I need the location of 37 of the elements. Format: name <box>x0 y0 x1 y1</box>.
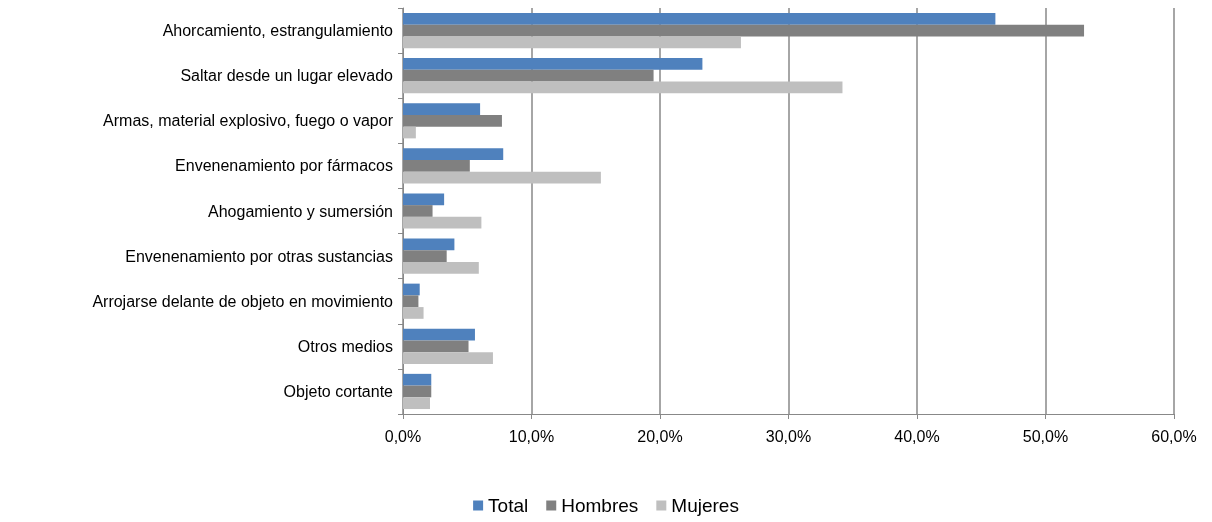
bar <box>403 171 601 184</box>
bar <box>403 397 430 410</box>
legend-label: Mujeres <box>671 495 739 516</box>
legend-label: Total <box>488 495 529 516</box>
x-tick-label: 60,0% <box>1151 427 1197 445</box>
y-tick-label: Arrojarse delante de objeto en movimiento <box>92 292 394 310</box>
y-tick-label: Otros medios <box>297 337 393 355</box>
bar <box>403 261 479 274</box>
y-tick-label: Envenenamiento por fármacos <box>175 157 393 175</box>
bar <box>403 328 475 341</box>
bar <box>403 103 481 115</box>
bar <box>403 373 432 386</box>
bar <box>403 216 482 229</box>
bar <box>403 148 504 161</box>
x-tick-label: 10,0% <box>508 427 555 445</box>
bar <box>403 126 416 139</box>
bar <box>403 238 455 251</box>
x-tick-label: 0,0% <box>384 427 422 445</box>
bar <box>403 12 996 25</box>
y-tick-label: Envenenamiento por otras sustancias <box>125 247 393 265</box>
x-tick-label: 50,0% <box>1022 427 1069 445</box>
bar <box>403 352 493 364</box>
bar <box>403 58 703 70</box>
bar <box>403 193 445 206</box>
bar <box>403 81 843 94</box>
y-tick-label: Ahogamiento y sumersión <box>208 202 393 220</box>
bar <box>403 307 424 319</box>
y-tick-label: Armas, material explosivo, fuego o vapor <box>103 112 394 130</box>
bar <box>403 36 741 49</box>
x-tick-label: 20,0% <box>637 427 683 445</box>
y-tick-label: Objeto cortante <box>283 382 394 400</box>
legend-label: Hombres <box>561 495 639 516</box>
x-tick-label: 40,0% <box>894 427 940 445</box>
bar <box>403 283 420 296</box>
x-tick-label: 30,0% <box>765 427 812 445</box>
y-tick-label: Ahorcamiento, estrangulamiento <box>162 22 394 40</box>
y-tick-label: Saltar desde un lugar elevado <box>180 67 394 85</box>
